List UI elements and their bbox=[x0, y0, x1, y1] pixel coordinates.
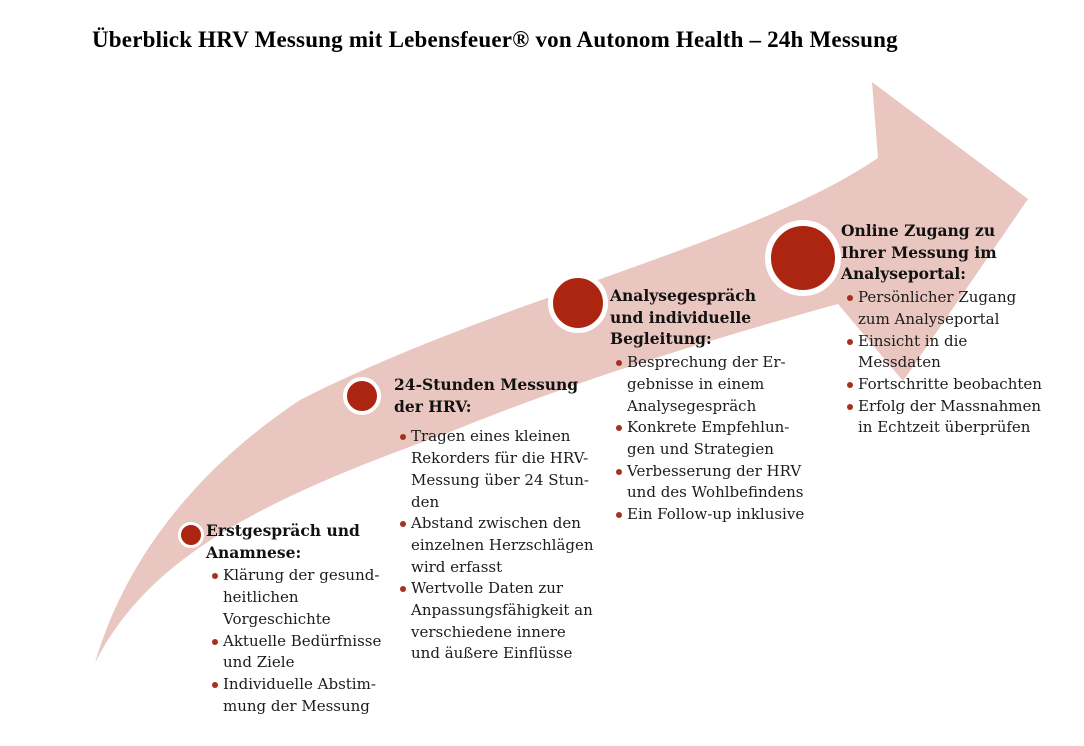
bullet-dot-icon bbox=[847, 403, 853, 410]
bullet-dot-icon bbox=[400, 586, 406, 593]
bullet-item: Individuelle Abstim- mung der Messung bbox=[212, 674, 381, 717]
bullet-item: Aktuelle Bedürfnisse und Ziele bbox=[212, 631, 381, 674]
bullet-text: Aktuelle Bedürfnisse und Ziele bbox=[223, 631, 382, 672]
bullet-text: Fortschritte beobachten bbox=[858, 374, 1042, 393]
bullet-text: Klärung der gesund- heitlichen Vorgeschi… bbox=[223, 566, 380, 628]
bullet-dot-icon bbox=[616, 468, 622, 475]
bullet-item: Einsicht in die Messdaten bbox=[847, 331, 1042, 374]
stage-3-marker-circle bbox=[548, 273, 608, 333]
bullet-text: Verbesserung der HRV und des Wohlbefinde… bbox=[627, 461, 804, 502]
bullet-dot-icon bbox=[212, 681, 218, 688]
bullet-text: Ein Follow-up inklusive bbox=[627, 505, 805, 524]
bullet-item: Erfolg der Massnahmen in Echtzeit überpr… bbox=[847, 396, 1042, 439]
bullet-dot-icon bbox=[212, 573, 218, 580]
stage-2: 24-Stunden Messung der HRV: Tragen eines… bbox=[394, 374, 594, 665]
bullet-text: Individuelle Abstim- mung der Messung bbox=[223, 674, 376, 715]
stage-1-heading: Erstgespräch und Anamnese: bbox=[206, 521, 360, 562]
bullet-dot-icon bbox=[847, 338, 853, 345]
bullet-dot-icon bbox=[212, 638, 218, 645]
bullet-dot-icon bbox=[616, 360, 622, 367]
stage-2-heading: 24-Stunden Messung der HRV: bbox=[394, 375, 579, 416]
stage-3-heading: Analysegespräch und individuelle Begleit… bbox=[610, 286, 757, 349]
bullet-dot-icon bbox=[400, 434, 406, 441]
stage-1-bullet-list: Klärung der gesund- heitlichen Vorgeschi… bbox=[206, 565, 381, 717]
bullet-text: Wertvolle Daten zur Anpassungsfähigkeit … bbox=[411, 579, 593, 663]
bullet-dot-icon bbox=[847, 295, 853, 302]
bullet-item: Tragen eines kleinen Rekorders für die H… bbox=[400, 426, 594, 513]
bullet-item: Klärung der gesund- heitlichen Vorgeschi… bbox=[212, 565, 381, 630]
bullet-text: Tragen eines kleinen Rekorders für die H… bbox=[411, 427, 589, 511]
bullet-item: Persönlicher Zugang zum Analyseportal bbox=[847, 287, 1042, 330]
bullet-dot-icon bbox=[616, 512, 622, 519]
bullet-item: Verbesserung der HRV und des Wohlbefinde… bbox=[616, 461, 804, 504]
page-title: Überblick HRV Messung mit Lebensfeuer® v… bbox=[92, 27, 898, 52]
bullet-item: Fortschritte beobachten bbox=[847, 374, 1042, 396]
bullet-item: Ein Follow-up inklusive bbox=[616, 504, 804, 526]
bullet-item: Konkrete Empfehlun- gen und Strategien bbox=[616, 417, 804, 460]
bullet-dot-icon bbox=[400, 521, 406, 528]
bullet-item: Abstand zwischen den einzelnen Herzschlä… bbox=[400, 513, 594, 578]
stage-2-bullet-list: Tragen eines kleinen Rekorders für die H… bbox=[394, 426, 594, 665]
stage-4-heading: Online Zugang zu Ihrer Messung im Analys… bbox=[841, 221, 997, 284]
stage-1-marker-circle bbox=[178, 522, 204, 548]
bullet-text: Erfolg der Massnahmen in Echtzeit überpr… bbox=[858, 396, 1042, 437]
bullet-text: Besprechung der Er- gebnisse in einem An… bbox=[627, 353, 786, 415]
bullet-text: Abstand zwischen den einzelnen Herzschlä… bbox=[411, 514, 594, 576]
stage-3-bullet-list: Besprechung der Er- gebnisse in einem An… bbox=[610, 352, 804, 526]
bullet-item: Wertvolle Daten zur Anpassungsfähigkeit … bbox=[400, 578, 594, 665]
bullet-text: Konkrete Empfehlun- gen und Strategien bbox=[627, 418, 790, 458]
bullet-dot-icon bbox=[616, 425, 622, 432]
stage-2-marker-circle bbox=[343, 377, 381, 415]
stage-4-bullet-list: Persönlicher Zugang zum Analyseportal Ei… bbox=[841, 287, 1042, 439]
stage-1: Erstgespräch und Anamnese: Klärung der g… bbox=[206, 520, 381, 717]
bullet-text: Einsicht in die Messdaten bbox=[858, 331, 968, 372]
stage-4: Online Zugang zu Ihrer Messung im Analys… bbox=[841, 220, 1042, 439]
bullet-item: Besprechung der Er- gebnisse in einem An… bbox=[616, 352, 804, 417]
bullet-dot-icon bbox=[847, 381, 853, 388]
stage-3: Analysegespräch und individuelle Begleit… bbox=[610, 285, 804, 526]
bullet-text: Persönlicher Zugang zum Analyseportal bbox=[858, 288, 1017, 328]
stage-4-marker-circle bbox=[765, 220, 841, 296]
